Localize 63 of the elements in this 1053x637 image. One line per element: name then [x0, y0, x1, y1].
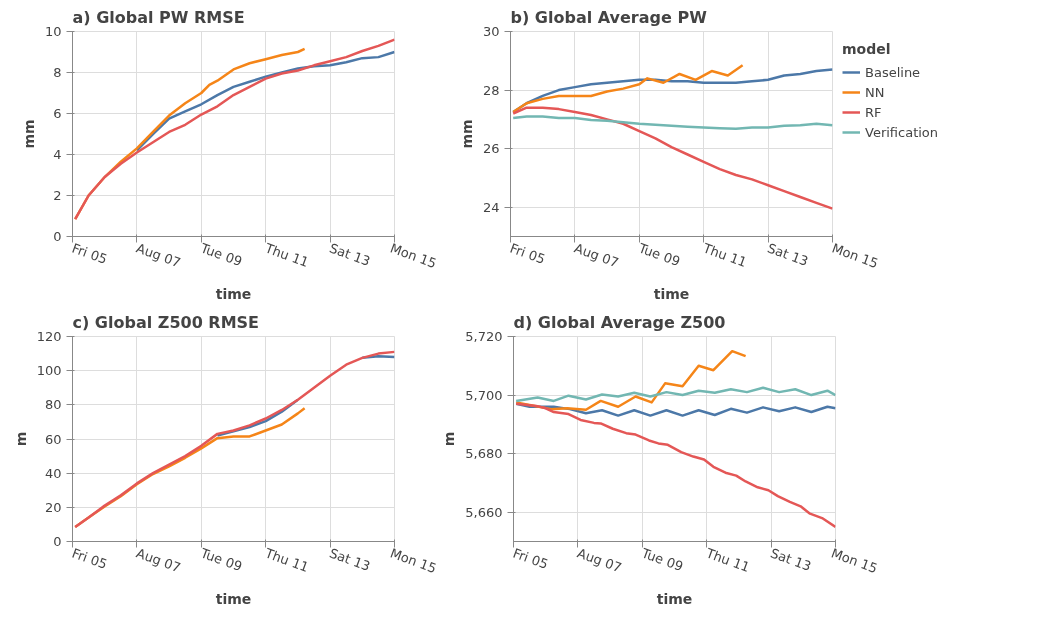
x-tick-label: Tue 09	[635, 240, 683, 270]
x-axis-title: time	[656, 591, 693, 608]
y-tick-label: 20	[44, 499, 62, 515]
x-tick-label: Aug 07	[575, 545, 624, 576]
x-tick-label: Aug 07	[134, 240, 183, 271]
legend-title: model	[842, 41, 892, 57]
y-tick-label: 60	[44, 431, 62, 447]
y-axis-title: m	[12, 431, 29, 447]
y-tick-label: 28	[482, 82, 500, 98]
x-tick-label: Sat 13	[327, 240, 373, 269]
x-tick-label: Fri 05	[69, 545, 110, 572]
y-tick-label: 26	[482, 141, 500, 157]
y-tick-label: 2	[53, 188, 62, 203]
y-tick-label: 4	[53, 147, 62, 162]
x-tick-label: Thu 11	[700, 240, 749, 271]
x-axis-title: time	[215, 591, 252, 608]
x-tick-label: Tue 09	[638, 545, 686, 575]
x-axis-title: time	[215, 286, 252, 303]
line-series	[135, 50, 395, 152]
y-tick-label: 0	[53, 534, 62, 549]
y-tick-label: 40	[44, 465, 62, 481]
x-tick-label: Aug 07	[134, 545, 183, 576]
legend-label: Verification	[865, 124, 939, 140]
y-tick-label: 0	[53, 229, 62, 244]
chart-title: a) Global PW RMSE	[72, 7, 245, 27]
x-tick-label: Tue 09	[197, 545, 245, 575]
y-tick-label: 80	[44, 397, 62, 413]
x-tick-label: Fri 05	[69, 240, 110, 267]
x-tick-label: Sat 13	[768, 545, 814, 574]
x-axis-title: time	[653, 286, 690, 303]
x-tick-label: Mon 15	[829, 545, 880, 577]
y-tick-label: 10	[44, 24, 62, 39]
y-tick-label: 5,680	[465, 446, 503, 462]
x-tick-label: Fri 05	[507, 240, 548, 267]
x-tick-label: Sat 13	[765, 240, 811, 269]
legend-label: NN	[865, 84, 885, 100]
x-tick-label: Tue 09	[197, 240, 245, 270]
x-tick-label: Thu 11	[703, 545, 752, 576]
chart-title: d) Global Average Z500	[513, 312, 726, 332]
chart-title: b) Global Average PW	[510, 7, 708, 27]
x-tick-label: Thu 11	[262, 240, 311, 271]
y-tick-label: 24	[482, 199, 500, 215]
y-tick-label: 8	[53, 65, 62, 80]
legend-label: RF	[865, 104, 883, 120]
chart-title: c) Global Z500 RMSE	[72, 312, 260, 332]
y-axis-title: m	[441, 431, 458, 447]
x-tick-label: Mon 15	[388, 240, 439, 272]
y-tick-label: 5,700	[465, 387, 503, 403]
y-tick-label: 5,720	[465, 329, 503, 344]
x-tick-label: Mon 15	[388, 545, 439, 577]
x-tick-label: Fri 05	[510, 545, 551, 572]
y-tick-label: 5,660	[465, 504, 503, 520]
x-tick-label: Sat 13	[327, 545, 373, 574]
legend-label: Baseline	[865, 64, 921, 80]
x-tick-label: Aug 07	[572, 240, 621, 271]
x-tick-label: Thu 11	[262, 545, 311, 576]
y-tick-label: 6	[53, 106, 62, 121]
y-tick-label: 120	[36, 329, 62, 344]
y-axis-title: mm	[20, 119, 37, 149]
y-axis-title: mm	[458, 119, 475, 149]
y-tick-label: 30	[482, 24, 500, 39]
x-tick-label: Mon 15	[829, 240, 881, 272]
y-tick-label: 100	[36, 363, 62, 379]
